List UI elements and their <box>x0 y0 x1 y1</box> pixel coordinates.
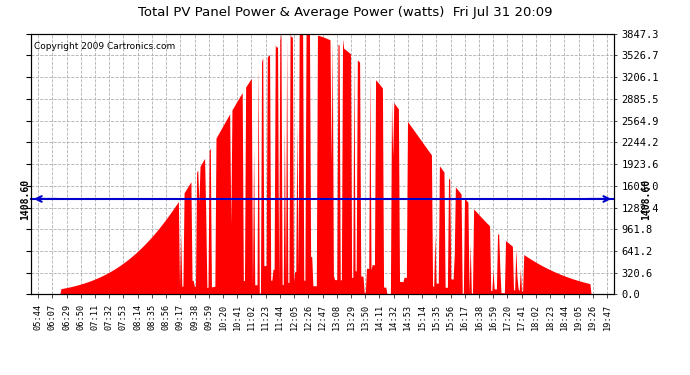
Text: Total PV Panel Power & Average Power (watts)  Fri Jul 31 20:09: Total PV Panel Power & Average Power (wa… <box>138 6 552 19</box>
Text: 1408.60: 1408.60 <box>641 178 651 219</box>
Text: Copyright 2009 Cartronics.com: Copyright 2009 Cartronics.com <box>34 42 175 51</box>
Text: 1408.60: 1408.60 <box>21 178 30 219</box>
